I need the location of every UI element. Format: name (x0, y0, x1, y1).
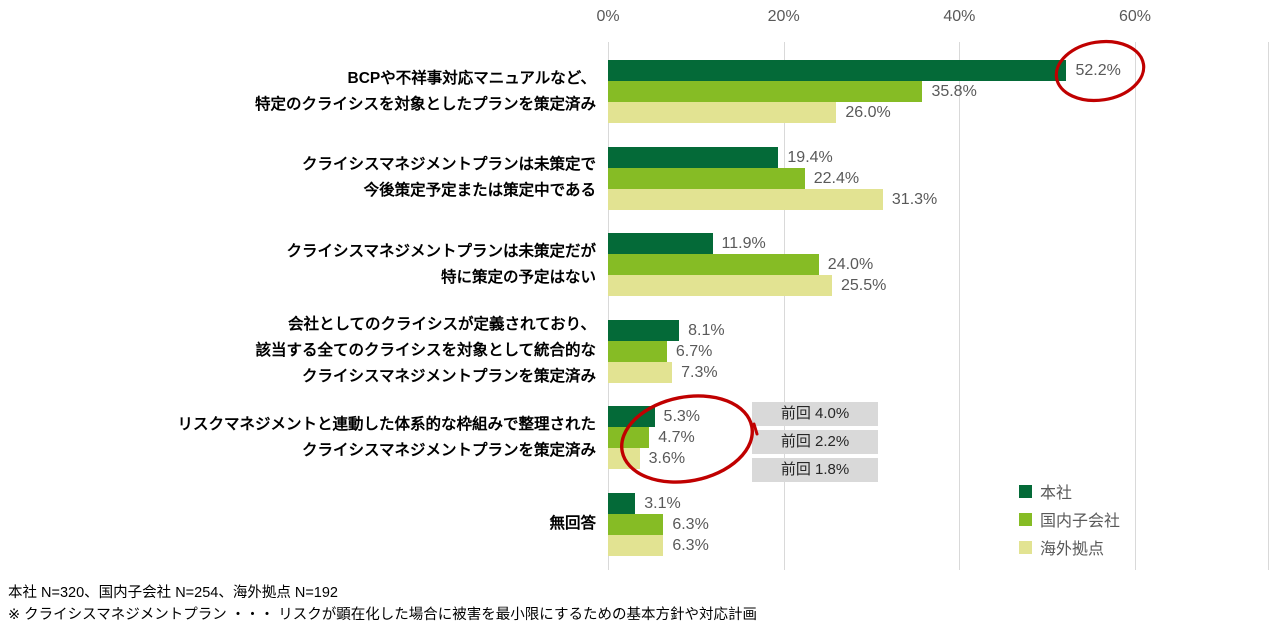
category-label-line: 特に策定の予定はない (440, 268, 596, 286)
bar-value-label: 7.3% (681, 363, 718, 381)
bar-value-label: 25.5% (840, 277, 887, 294)
category-label: 会社としてのクライシスが定義されており、該当する全てのクライシスを対象として統合… (0, 308, 596, 395)
gridline (1135, 42, 1136, 570)
footnote-definition: ※ クライシスマネジメントプラン ・・・ リスクが顕在化した場合に被害を最小限に… (8, 607, 757, 623)
legend-item-kaigai-kyoten: 海外拠点 (1019, 533, 1120, 561)
legend-label-kokunai-kogaisha: 国内子会社 (1040, 513, 1121, 530)
category-row: リスクマネジメントと連動した体系的な枠組みで整理されたクライシスマネジメントプラ… (0, 394, 1280, 481)
category-row: 無回答 3.1% 6.3% 6.3% (0, 481, 1280, 568)
gridline (608, 42, 609, 570)
footnote-sample-sizes: 本社 N=320、国内子会社 N=254、海外拠点 N=192 (8, 585, 338, 601)
bar-国内子会社 (608, 167, 805, 189)
bar-value-label: 6.7% (675, 342, 713, 360)
category-label-line: リスクマネジメントと連動した体系的な枠組みで整理された (177, 415, 596, 433)
footnotes: 本社 N=320、国内子会社 N=254、海外拠点 N=192 ※ クライシスマ… (8, 582, 757, 626)
category-label-line: クライシスマネジメントプランは未策定で (301, 156, 596, 173)
bar-海外拠点 (608, 534, 664, 556)
bar-value-label: 3.1% (644, 494, 681, 512)
bar-国内子会社 (608, 81, 923, 102)
gridline (959, 42, 961, 570)
bar-value-label: 31.3% (891, 190, 938, 208)
legend-label-honsha: 本社 (1040, 485, 1073, 502)
bar-本社 (608, 406, 655, 427)
legend-item-kokunai-kogaisha: 国内子会社 (1019, 505, 1120, 533)
bar-国内子会社 (608, 340, 667, 362)
legend-swatch-kaigai-kyoten (1019, 540, 1032, 554)
bar-value-label: 5.3% (663, 408, 701, 425)
bar-value-label: 19.4% (787, 148, 833, 166)
category-label: 無回答 (0, 481, 596, 568)
bar-value-label: 22.4% (813, 169, 860, 187)
category-label-line: クライシスマネジメントプランは未策定だが (286, 242, 596, 260)
bar-value-label: 8.1% (688, 321, 725, 339)
bar-海外拠点 (608, 188, 883, 210)
gridline (1268, 42, 1269, 570)
category-label: クライシスマネジメントプランは未策定で今後策定予定または策定中である (0, 135, 596, 222)
category-label-line: クライシスマネジメントプランを策定済み (301, 368, 596, 385)
bar-国内子会社 (608, 254, 819, 275)
gridline (783, 42, 785, 570)
category-label-line: 無回答 (549, 515, 596, 532)
legend-swatch-honsha (1019, 484, 1032, 498)
bar-本社 (608, 319, 680, 341)
bar-国内子会社 (608, 513, 664, 535)
callout-previous-honsha: 前回 4.0% (752, 402, 878, 426)
legend: 本社 国内子会社 海外拠点 (1019, 477, 1120, 561)
category-row: BCPや不祥事対応マニュアルなど、特定のクライシスを対象としたプランを策定済み 5… (0, 48, 1280, 135)
bar-value-label: 4.7% (658, 429, 695, 446)
category-label-line: クライシスマネジメントプランを策定済み (301, 441, 596, 459)
category-label-line: 特定のクライシスを対象としたプランを策定済み (254, 95, 596, 113)
category-label-line: 該当する全てのクライシスを対象として統合的な (255, 342, 596, 359)
legend-item-honsha: 本社 (1019, 477, 1120, 505)
bar-value-label: 6.3% (672, 536, 709, 554)
legend-label-kaigai-kyoten: 海外拠点 (1040, 541, 1105, 558)
callout-previous-kaigai: 前回 1.8% (752, 458, 878, 482)
bar-value-label: 26.0% (845, 104, 891, 121)
bar-value-label: 11.9% (721, 235, 766, 252)
x-tick-label: 60% (1118, 8, 1152, 25)
bar-本社 (608, 146, 779, 168)
category-label-line: BCPや不祥事対応マニュアルなど、 (347, 69, 597, 87)
bar-本社 (608, 60, 1067, 81)
category-label: リスクマネジメントと連動した体系的な枠組みで整理されたクライシスマネジメントプラ… (0, 394, 596, 481)
x-tick-label: 40% (943, 8, 976, 25)
bar-海外拠点 (608, 448, 640, 469)
category-row: 会社としてのクライシスが定義されており、該当する全てのクライシスを対象として統合… (0, 308, 1280, 395)
legend-swatch-kokunai-kogaisha (1019, 512, 1032, 526)
bar-海外拠点 (608, 102, 837, 123)
bar-海外拠点 (608, 361, 673, 383)
bar-本社 (608, 492, 636, 514)
bar-value-label: 3.6% (648, 450, 686, 467)
category-row: クライシスマネジメントプランは未策定だが特に策定の予定はない 11.9% 24.0%… (0, 221, 1280, 308)
bar-value-label: 24.0% (827, 256, 874, 273)
bar-海外拠点 (608, 275, 832, 296)
bar-value-label: 6.3% (672, 515, 709, 533)
category-label: クライシスマネジメントプランは未策定だが特に策定の予定はない (0, 221, 596, 308)
x-tick-label: 0% (596, 8, 620, 25)
x-tick-label: 20% (767, 8, 800, 25)
bar-value-label: 35.8% (931, 83, 977, 100)
category-row: クライシスマネジメントプランは未策定で今後策定予定または策定中である 19.4% 2… (0, 135, 1280, 222)
bar-value-label: 52.2% (1075, 62, 1121, 79)
category-label-line: 会社としてのクライシスが定義されており、 (288, 316, 596, 333)
bar-国内子会社 (608, 427, 650, 448)
callout-previous-kokunai: 前回 2.2% (752, 430, 878, 454)
bar-本社 (608, 233, 713, 254)
category-label: BCPや不祥事対応マニュアルなど、特定のクライシスを対象としたプランを策定済み (0, 48, 596, 135)
category-label-line: 今後策定予定または策定中である (363, 182, 596, 199)
